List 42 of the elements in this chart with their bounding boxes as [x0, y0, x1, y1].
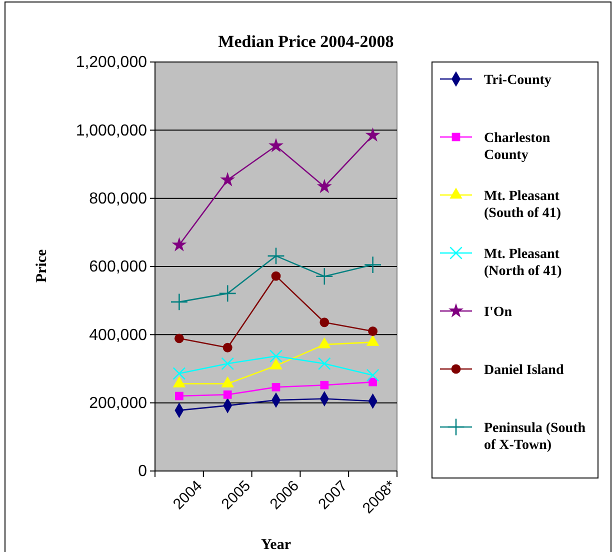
point	[366, 368, 380, 382]
y-axis-title: Price	[34, 249, 50, 283]
y-tick-label: 800,000	[89, 190, 148, 208]
legend-label: Mt. Pleasant (South of 41)	[484, 189, 562, 221]
point	[271, 271, 281, 281]
point	[267, 247, 285, 265]
point	[318, 357, 331, 370]
point	[218, 284, 236, 302]
point	[272, 382, 280, 392]
point	[316, 178, 332, 194]
point	[270, 350, 282, 363]
y-tick-label: 0	[138, 463, 148, 480]
legend-label: Mt. Pleasant (North of 41)	[484, 247, 562, 279]
y-tick-label: 1,200,000	[76, 54, 148, 72]
point	[368, 326, 378, 336]
point	[221, 357, 234, 370]
point	[368, 378, 377, 386]
legend-label: Daniel Island	[484, 363, 564, 378]
point	[172, 367, 186, 380]
point	[316, 268, 334, 286]
legend-label: Tri-County	[484, 73, 552, 88]
y-tick-label: 1,000,000	[76, 122, 148, 140]
point	[174, 334, 184, 344]
point	[222, 342, 232, 352]
point	[175, 392, 184, 400]
point	[220, 172, 236, 186]
y-tick-label: 200,000	[89, 394, 148, 412]
point	[172, 237, 187, 252]
point	[223, 390, 232, 399]
legend-label: I'On	[484, 305, 512, 320]
point	[320, 380, 329, 390]
chart-title: Median Price 2004-2008	[218, 32, 394, 51]
point	[170, 293, 188, 311]
point	[364, 256, 382, 274]
point	[365, 127, 380, 142]
y-tick-label: 600,000	[89, 258, 148, 276]
x-axis-title: Year	[261, 537, 292, 552]
y-tick-label: 400,000	[89, 326, 148, 344]
point	[320, 318, 330, 328]
legend-label: Charleston County	[484, 131, 550, 163]
point	[268, 138, 284, 152]
legend-label: Peninsula (South of X-Town)	[484, 421, 586, 453]
